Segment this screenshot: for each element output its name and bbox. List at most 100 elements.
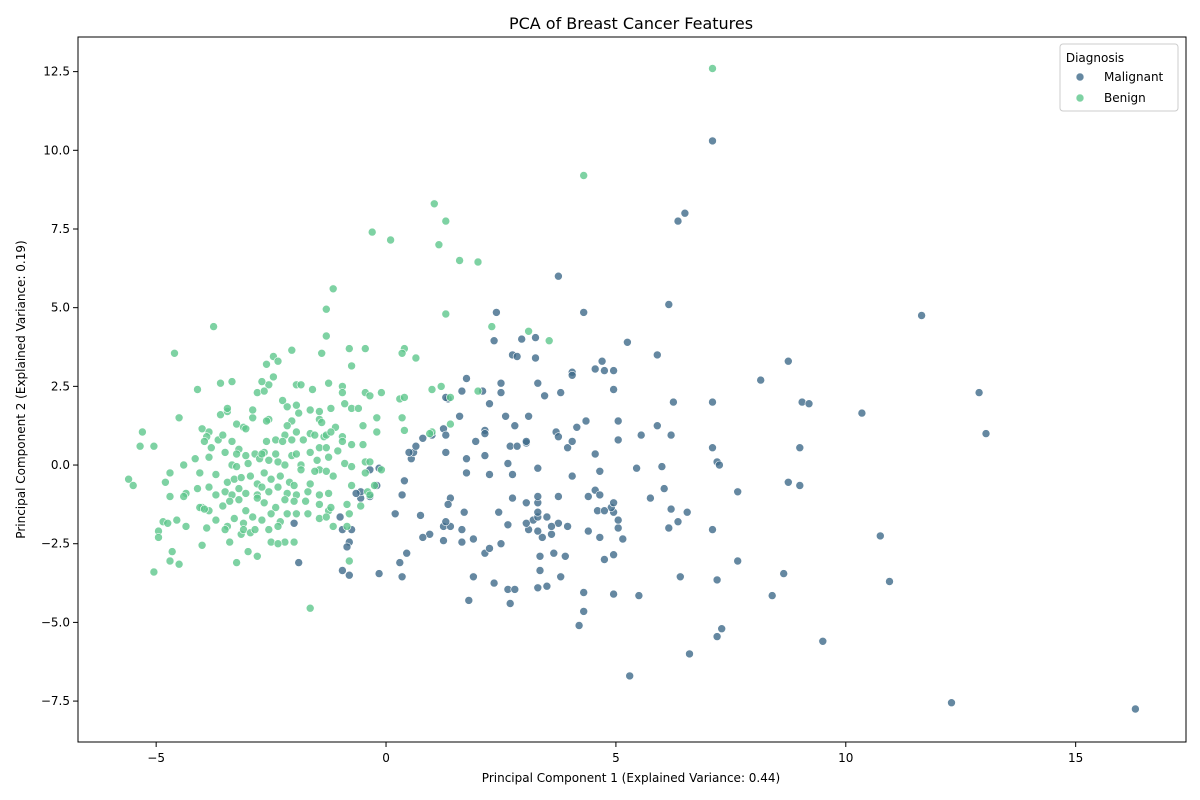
- point-benign-213: [200, 504, 209, 514]
- point-malignant-19: [489, 578, 499, 588]
- point-benign-189: [165, 492, 175, 501]
- point-benign-117: [207, 443, 216, 453]
- point-malignant-182: [669, 397, 678, 407]
- point-benign-14: [524, 326, 533, 336]
- point-benign-202: [301, 496, 310, 506]
- point-benign-171: [193, 484, 202, 493]
- point-benign-88: [200, 437, 209, 446]
- point-malignant-102: [390, 509, 400, 519]
- point-benign-243: [225, 537, 234, 547]
- point-malignant-12: [609, 589, 618, 599]
- point-benign-203: [315, 500, 324, 509]
- point-malignant-23: [556, 572, 566, 582]
- point-malignant-9: [505, 599, 515, 608]
- point-malignant-85: [646, 493, 655, 503]
- point-benign-145: [179, 460, 188, 470]
- point-benign-9: [328, 284, 338, 294]
- point-benign-254: [305, 603, 315, 613]
- point-benign-46: [427, 385, 437, 394]
- point-malignant-139: [632, 463, 641, 473]
- point-benign-53: [282, 402, 292, 412]
- point-benign-207: [356, 501, 366, 511]
- point-benign-10: [321, 304, 331, 314]
- y-axis-label: Principal Component 2 (Explained Varianc…: [14, 240, 28, 538]
- point-malignant-28: [344, 570, 354, 580]
- point-benign-201: [289, 496, 299, 506]
- point-malignant-7: [574, 621, 584, 630]
- point-malignant-138: [595, 466, 605, 476]
- legend-label-malignant: Malignant: [1104, 70, 1164, 84]
- point-malignant-77: [673, 517, 683, 527]
- point-malignant-97: [494, 507, 504, 517]
- point-benign-19: [344, 344, 354, 353]
- point-malignant-120: [462, 468, 471, 478]
- point-malignant-101: [416, 511, 425, 520]
- point-malignant-47: [547, 529, 556, 539]
- y-tick-label-3: 0.0: [51, 458, 70, 472]
- point-malignant-70: [289, 518, 299, 528]
- point-benign-97: [262, 437, 271, 446]
- point-benign-45: [400, 393, 409, 402]
- point-benign-181: [273, 482, 283, 492]
- point-benign-224: [292, 509, 301, 519]
- point-benign-74: [262, 416, 271, 426]
- point-benign-219: [248, 512, 257, 522]
- point-benign-126: [264, 455, 274, 465]
- point-malignant-203: [680, 208, 690, 218]
- point-benign-220: [257, 515, 267, 525]
- point-malignant-161: [471, 437, 481, 446]
- point-benign-69: [232, 419, 241, 429]
- point-benign-90: [218, 430, 228, 440]
- point-benign-1: [579, 171, 589, 180]
- point-benign-147: [211, 470, 221, 479]
- y-axis-ticks: −7.5 −5.0 −2.5 0.0 2.5 5.0 7.5 10.0 12.5: [41, 65, 78, 708]
- point-benign-5: [386, 235, 395, 245]
- x-tick-label-2: 5: [612, 751, 620, 765]
- y-tick-label-2: −2.5: [41, 537, 70, 551]
- point-benign-54: [292, 400, 301, 410]
- point-malignant-148: [613, 435, 623, 445]
- point-malignant-29: [535, 566, 545, 575]
- point-malignant-86: [733, 487, 743, 497]
- point-malignant-98: [459, 507, 469, 517]
- point-benign-40: [338, 388, 347, 397]
- point-malignant-140: [657, 462, 667, 471]
- point-benign-116: [190, 454, 200, 464]
- point-benign-197: [252, 493, 262, 503]
- point-malignant-55: [682, 507, 692, 517]
- point-malignant-25: [397, 572, 407, 582]
- point-benign-144: [377, 465, 386, 475]
- point-malignant-94: [595, 490, 605, 500]
- point-benign-209: [163, 518, 172, 528]
- point-benign-50: [252, 388, 262, 397]
- point-benign-250: [174, 559, 184, 569]
- point-malignant-141: [659, 484, 669, 493]
- point-malignant-131: [510, 421, 520, 431]
- point-benign-161: [321, 466, 331, 476]
- point-malignant-90: [533, 492, 543, 501]
- point-benign-150: [236, 473, 246, 482]
- point-malignant-75: [563, 522, 572, 531]
- point-benign-184: [303, 487, 313, 497]
- point-benign-162: [328, 471, 338, 481]
- point-malignant-32: [294, 558, 304, 567]
- point-malignant-74: [547, 522, 556, 531]
- point-malignant-81: [609, 498, 618, 508]
- point-benign-232: [154, 533, 163, 542]
- point-malignant-17: [533, 583, 543, 593]
- point-malignant-179: [609, 385, 618, 394]
- point-benign-238: [264, 525, 274, 534]
- point-malignant-11: [634, 591, 644, 600]
- point-malignant-10: [464, 596, 474, 605]
- point-malignant-189: [974, 388, 984, 397]
- y-tick-label-7: 10.0: [43, 143, 70, 157]
- point-malignant-100: [443, 500, 453, 509]
- point-malignant-107: [351, 489, 361, 498]
- point-benign-83: [425, 429, 435, 438]
- point-benign-251: [232, 558, 241, 567]
- point-benign-253: [344, 556, 354, 566]
- point-malignant-91: [554, 492, 563, 501]
- point-benign-101: [287, 435, 297, 445]
- point-malignant-149: [636, 430, 646, 440]
- point-malignant-114: [411, 441, 421, 451]
